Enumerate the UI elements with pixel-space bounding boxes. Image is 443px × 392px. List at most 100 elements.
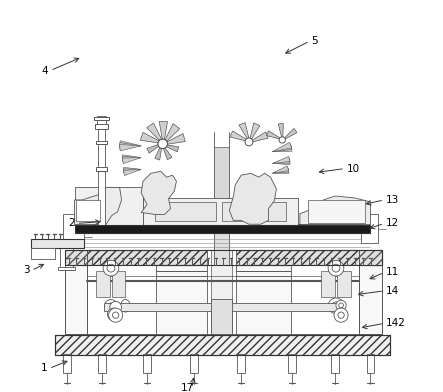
Polygon shape [122,158,141,163]
Circle shape [332,264,340,272]
Bar [60,246,74,270]
Polygon shape [120,145,141,151]
Circle shape [336,300,346,310]
Circle shape [158,139,167,149]
Polygon shape [123,155,141,160]
Bar [65,250,87,334]
Circle shape [339,303,343,308]
Text: 142: 142 [386,318,406,328]
Bar [74,225,370,233]
Bar [65,250,382,334]
Bar [94,117,109,120]
Circle shape [279,137,285,143]
Polygon shape [167,145,179,152]
Circle shape [334,308,348,322]
Bar [96,167,107,171]
Text: 3: 3 [23,265,29,276]
Text: 4: 4 [42,65,48,76]
Polygon shape [229,173,276,224]
Bar [98,171,105,232]
Circle shape [245,138,253,146]
Polygon shape [272,159,290,165]
Bar [288,354,296,373]
Bar [96,271,110,297]
Text: 2: 2 [68,218,74,229]
Circle shape [328,260,344,276]
Bar [98,129,105,141]
Circle shape [105,299,117,312]
Polygon shape [239,123,249,138]
Circle shape [332,302,340,310]
Bar [361,214,378,243]
Polygon shape [272,167,289,173]
Bar [143,354,151,373]
Polygon shape [272,156,290,163]
Polygon shape [124,169,141,174]
Bar [63,214,84,243]
Bar [112,271,125,297]
Bar [104,303,343,311]
Bar [58,267,75,270]
Bar [65,250,382,265]
Polygon shape [124,167,141,172]
Bar [98,354,106,373]
Bar [65,250,382,265]
Bar [95,124,108,129]
Polygon shape [163,148,172,160]
Circle shape [107,264,115,272]
Text: 10: 10 [347,163,360,174]
Bar [143,198,298,225]
Text: 14: 14 [386,286,400,296]
Polygon shape [147,123,162,140]
Polygon shape [124,169,141,176]
Bar [87,265,156,334]
Bar [65,250,87,265]
Bar [31,248,55,259]
Polygon shape [230,131,246,141]
Polygon shape [120,141,141,147]
Bar [63,354,70,373]
Bar [206,250,237,334]
Polygon shape [167,134,185,144]
Circle shape [110,301,121,313]
Polygon shape [272,144,292,152]
Circle shape [113,312,119,318]
Polygon shape [141,171,176,214]
Polygon shape [272,142,291,152]
Polygon shape [147,145,159,153]
Polygon shape [272,166,289,173]
Bar [337,271,351,297]
Text: 12: 12 [386,218,400,229]
Polygon shape [165,123,180,142]
Bar [55,335,390,355]
Circle shape [338,312,344,318]
Polygon shape [74,187,121,225]
Polygon shape [272,169,289,173]
Bar [97,116,106,124]
Bar [308,200,365,223]
Circle shape [108,303,114,309]
Text: 13: 13 [386,195,400,205]
Bar [31,239,84,248]
Bar [214,225,229,265]
Bar [210,250,233,334]
Bar [214,147,229,225]
Bar [222,202,286,221]
Text: 11: 11 [386,267,400,278]
Polygon shape [122,156,141,162]
Polygon shape [120,143,141,149]
Bar [211,299,232,334]
Polygon shape [266,131,280,139]
Text: 5: 5 [312,36,318,46]
Bar [291,265,359,334]
Polygon shape [159,122,167,140]
Polygon shape [155,148,162,160]
Polygon shape [272,158,290,163]
Polygon shape [300,196,370,225]
Ellipse shape [121,299,130,312]
Polygon shape [272,145,292,152]
Circle shape [328,298,344,314]
Bar [359,250,382,334]
Bar [366,354,374,373]
Bar [155,202,216,221]
